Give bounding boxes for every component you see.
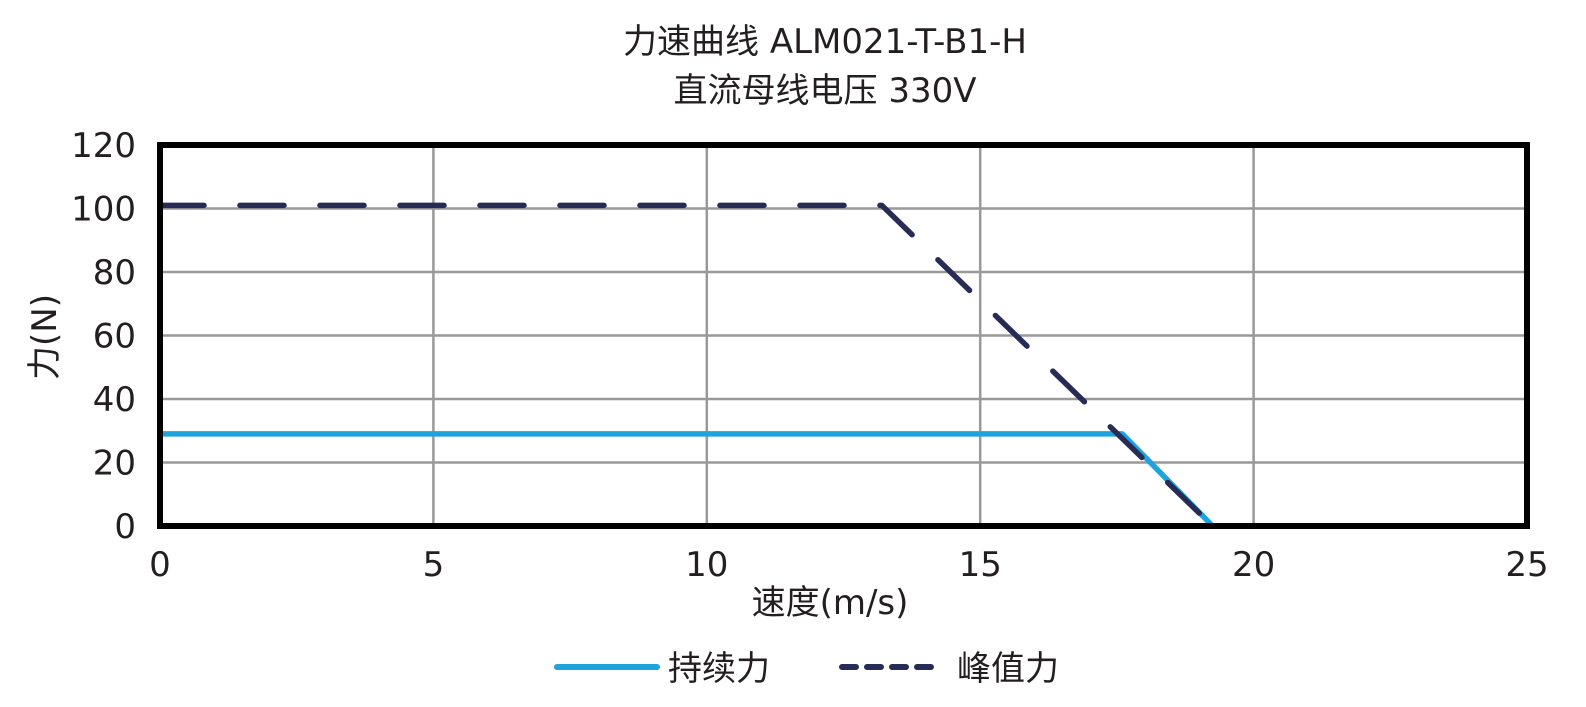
chart-title: 力速曲线 ALM021-T-B1-H — [623, 22, 1027, 62]
x-tick-label: 25 — [1505, 545, 1548, 585]
x-tick-label: 20 — [1232, 545, 1275, 585]
gridlines — [160, 145, 1527, 526]
y-tick-label: 40 — [93, 380, 136, 420]
data-series — [157, 202, 1216, 529]
x-axis-ticks: 0 5 10 15 20 25 — [149, 545, 1548, 585]
y-tick-label: 120 — [71, 126, 136, 166]
y-tick-label: 100 — [71, 190, 136, 230]
continuous-force-line — [160, 431, 1215, 528]
peak-force-line — [157, 202, 1216, 529]
y-axis-ticks: 0 20 40 60 80 100 120 — [71, 126, 136, 547]
y-axis-label: 力(N) — [25, 294, 65, 380]
x-tick-label: 0 — [149, 545, 171, 585]
legend-label-peak: 峰值力 — [957, 649, 1059, 689]
y-tick-label: 0 — [114, 507, 136, 547]
x-tick-label: 10 — [685, 545, 728, 585]
x-tick-label: 5 — [423, 545, 445, 585]
legend-label-continuous: 持续力 — [668, 649, 770, 689]
y-tick-label: 80 — [93, 253, 136, 293]
legend: 持续力 峰值力 — [554, 649, 1059, 689]
plot-frame — [157, 142, 1530, 529]
y-tick-label: 20 — [93, 444, 136, 484]
chart-subtitle: 直流母线电压 330V — [673, 71, 977, 111]
y-tick-label: 60 — [93, 317, 136, 357]
x-tick-label: 15 — [959, 545, 1002, 585]
x-axis-label: 速度(m/s) — [752, 583, 909, 623]
